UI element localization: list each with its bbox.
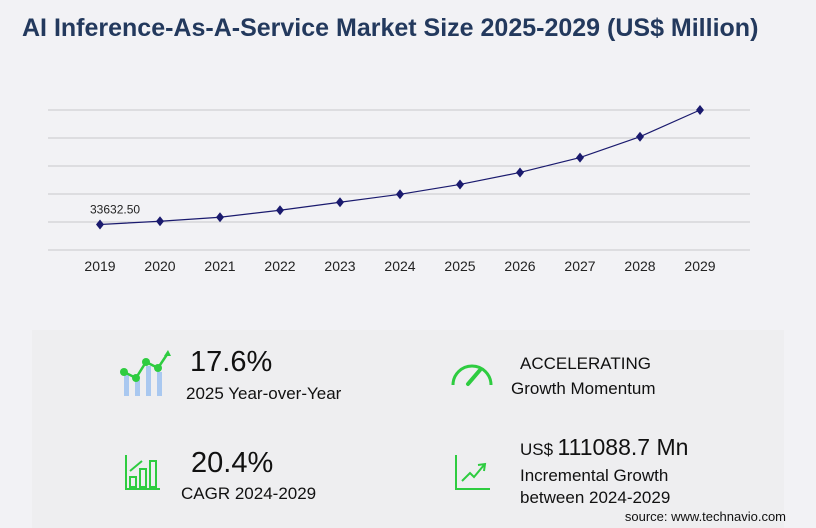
- x-tick-label: 2026: [504, 258, 535, 274]
- source-text: source: www.technavio.com: [624, 509, 786, 524]
- momentum-label: Growth Momentum: [511, 379, 656, 398]
- chart-title: AI Inference-As-A-Service Market Size 20…: [22, 14, 759, 42]
- incremental-label-2: between 2024-2029: [520, 488, 671, 507]
- currency-prefix: US$: [520, 440, 554, 459]
- data-point-2022: [276, 205, 284, 216]
- trend-up-icon: [455, 455, 490, 490]
- data-point-2025: [456, 179, 464, 190]
- bar-chart-icon: [125, 455, 160, 490]
- x-tick-label: 2023: [324, 258, 355, 274]
- x-tick-label: 2021: [204, 258, 235, 274]
- yoy-value: 17.6%: [190, 346, 273, 378]
- cagr-value: 20.4%: [191, 447, 274, 479]
- x-tick-label: 2029: [684, 258, 715, 274]
- data-label: 33632.50: [90, 202, 140, 216]
- data-point-2024: [396, 189, 404, 200]
- speedometer-icon: [451, 364, 493, 386]
- data-point-2026: [516, 167, 524, 178]
- data-point-2023: [336, 197, 344, 208]
- data-point-2027: [576, 152, 584, 163]
- growth-chart-icon: [120, 350, 171, 396]
- data-point-2020: [156, 216, 164, 227]
- x-tick-label: 2028: [624, 258, 655, 274]
- incremental-value: US$ 111088.7 Mn: [520, 434, 688, 461]
- momentum-value: ACCELERATING: [520, 354, 651, 373]
- data-point-2019: [96, 219, 104, 230]
- x-tick-label: 2027: [564, 258, 595, 274]
- line-chart: 33632.50 2019 2020 2021 2022 2023 2024 2025 2026…: [48, 105, 750, 274]
- incremental-amount: 111088.7 Mn: [557, 434, 689, 460]
- yoy-label: 2025 Year-over-Year: [186, 384, 342, 403]
- x-tick-label: 2019: [84, 258, 115, 274]
- data-point-2029: [696, 105, 704, 115]
- data-point-2028: [636, 131, 644, 142]
- incremental-label-1: Incremental Growth: [520, 466, 669, 485]
- cagr-label: CAGR 2024-2029: [181, 484, 317, 503]
- x-tick-label: 2022: [264, 258, 295, 274]
- data-point-2021: [216, 212, 224, 223]
- stats-panel: [32, 330, 784, 528]
- x-tick-label: 2025: [444, 258, 475, 274]
- x-tick-label: 2024: [384, 258, 415, 274]
- x-tick-label: 2020: [144, 258, 175, 274]
- series-line: [99, 109, 701, 226]
